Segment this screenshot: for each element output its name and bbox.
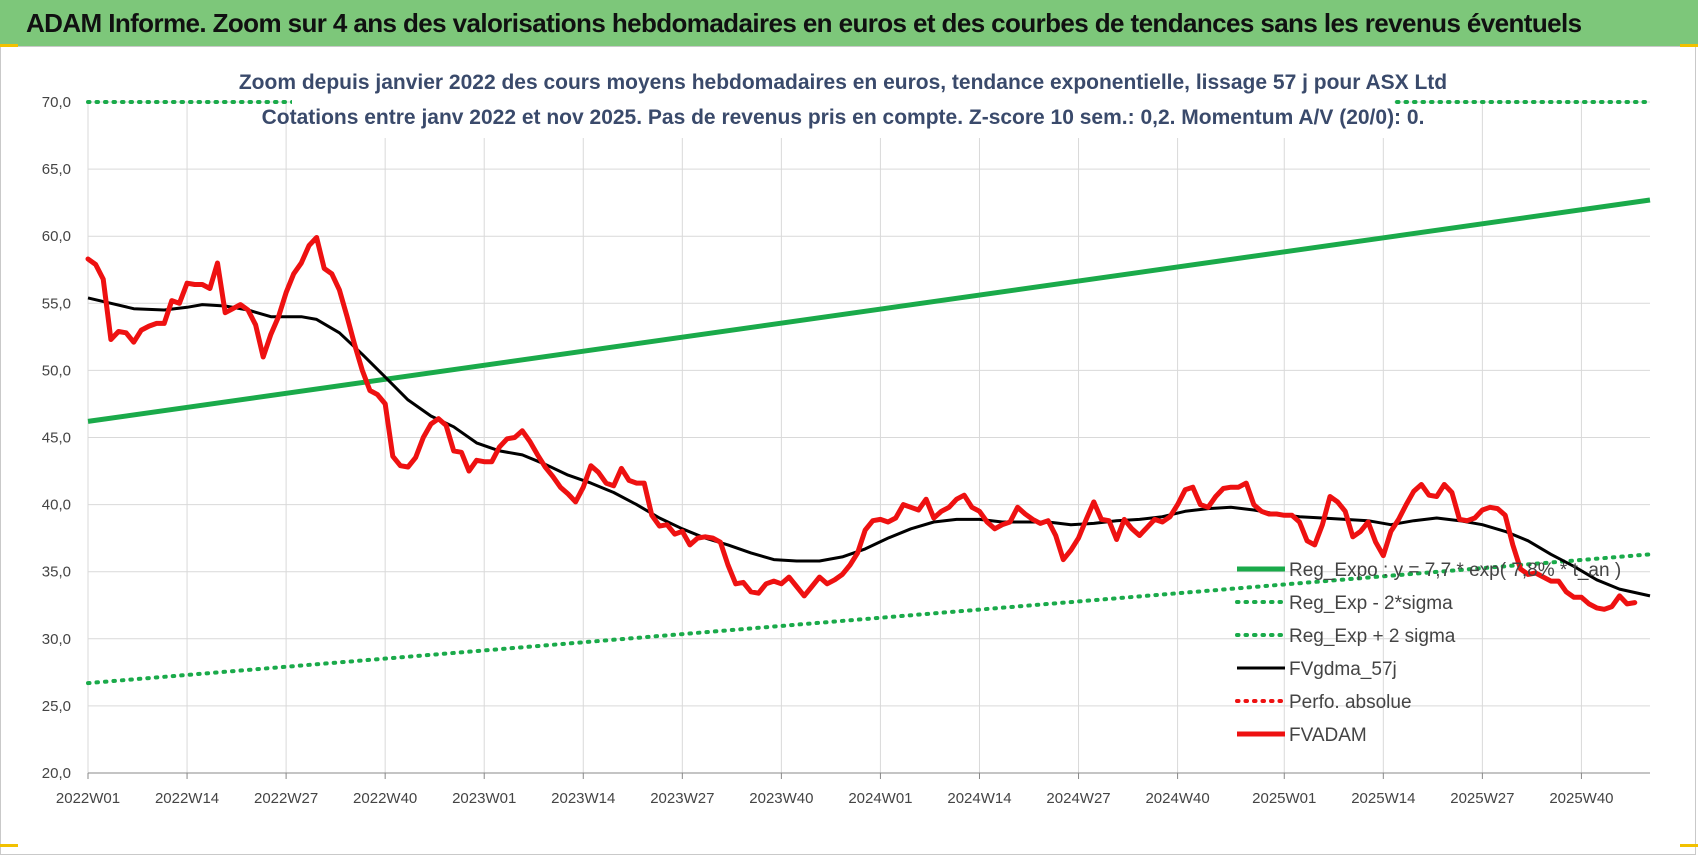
corner-accent xyxy=(1680,44,1698,47)
legend-label: Reg_Exp + 2 sigma xyxy=(1289,626,1456,647)
series-reg-exp-2-sigma xyxy=(86,552,1652,686)
y-tick-label: 55,0 xyxy=(42,295,71,312)
corner-accent xyxy=(0,44,18,47)
y-tick-label: 65,0 xyxy=(42,161,71,178)
y-tick-label: 45,0 xyxy=(42,430,71,447)
x-tick-label: 2024W14 xyxy=(947,790,1011,807)
x-tick-label: 2022W01 xyxy=(56,790,120,807)
y-tick-label: 50,0 xyxy=(42,362,71,379)
y-tick-label: 60,0 xyxy=(42,228,71,245)
y-tick-label: 20,0 xyxy=(42,765,71,782)
y-tick-label: 70,0 xyxy=(42,94,71,111)
series-fvgdma-57j xyxy=(87,296,1651,598)
y-axis-ticks: 20,0 25,0 30,0 35,0 40,0 45,0 50,0 55,0 60,0 65,0… xyxy=(42,94,71,782)
legend-label: Perfo. absolue xyxy=(1289,692,1412,713)
legend-label: Reg_Expo : y = 7,7 * exp( 7,8% * t_an ) xyxy=(1289,560,1621,581)
chart-title: Zoom depuis janvier 2022 des cours moyen… xyxy=(239,71,1447,94)
x-tick-label: 2025W40 xyxy=(1549,790,1613,807)
x-axis-ticks: 2022W01 2022W14 2022W27 2022W40 2023W01 2023W… xyxy=(56,790,1614,807)
legend-label: Reg_Exp - 2*sigma xyxy=(1289,593,1453,614)
x-tick-label: 2024W27 xyxy=(1046,790,1110,807)
x-tick-label: 2023W40 xyxy=(749,790,813,807)
y-tick-label: 35,0 xyxy=(42,564,71,581)
corner-accent xyxy=(1680,844,1698,847)
legend-label: FVADAM xyxy=(1289,725,1367,746)
title-backdrop xyxy=(292,64,1394,138)
x-tick-label: 2025W14 xyxy=(1351,790,1415,807)
x-tick-label: 2022W40 xyxy=(353,790,417,807)
gridlines xyxy=(87,101,1650,779)
x-tick-label: 2024W01 xyxy=(848,790,912,807)
y-tick-label: 40,0 xyxy=(42,497,71,514)
x-tick-label: 2025W01 xyxy=(1252,790,1316,807)
x-tick-label: 2023W27 xyxy=(650,790,714,807)
series-reg-expo xyxy=(87,197,1651,424)
x-tick-label: 2024W40 xyxy=(1145,790,1209,807)
x-tick-label: 2023W01 xyxy=(452,790,516,807)
x-tick-label: 2025W27 xyxy=(1450,790,1514,807)
chart-subtitle: Cotations entre janv 2022 et nov 2025. P… xyxy=(262,106,1425,129)
x-tick-label: 2022W14 xyxy=(155,790,219,807)
x-tick-label: 2023W14 xyxy=(551,790,615,807)
legend: Reg_Expo : y = 7,7 * exp( 7,8% * t_an ) R… xyxy=(1235,560,1621,746)
legend-label: FVgdma_57j xyxy=(1289,659,1397,680)
series-fvadam xyxy=(85,235,1638,612)
page-title: ADAM Informe. Zoom sur 4 ans des valoris… xyxy=(26,8,1582,38)
title-banner: ADAM Informe. Zoom sur 4 ans des valoris… xyxy=(0,0,1698,46)
y-tick-label: 25,0 xyxy=(42,698,71,715)
x-tick-label: 2022W27 xyxy=(254,790,318,807)
corner-accent xyxy=(0,844,18,847)
y-tick-label: 30,0 xyxy=(42,631,71,648)
chart-frame xyxy=(0,46,1696,855)
